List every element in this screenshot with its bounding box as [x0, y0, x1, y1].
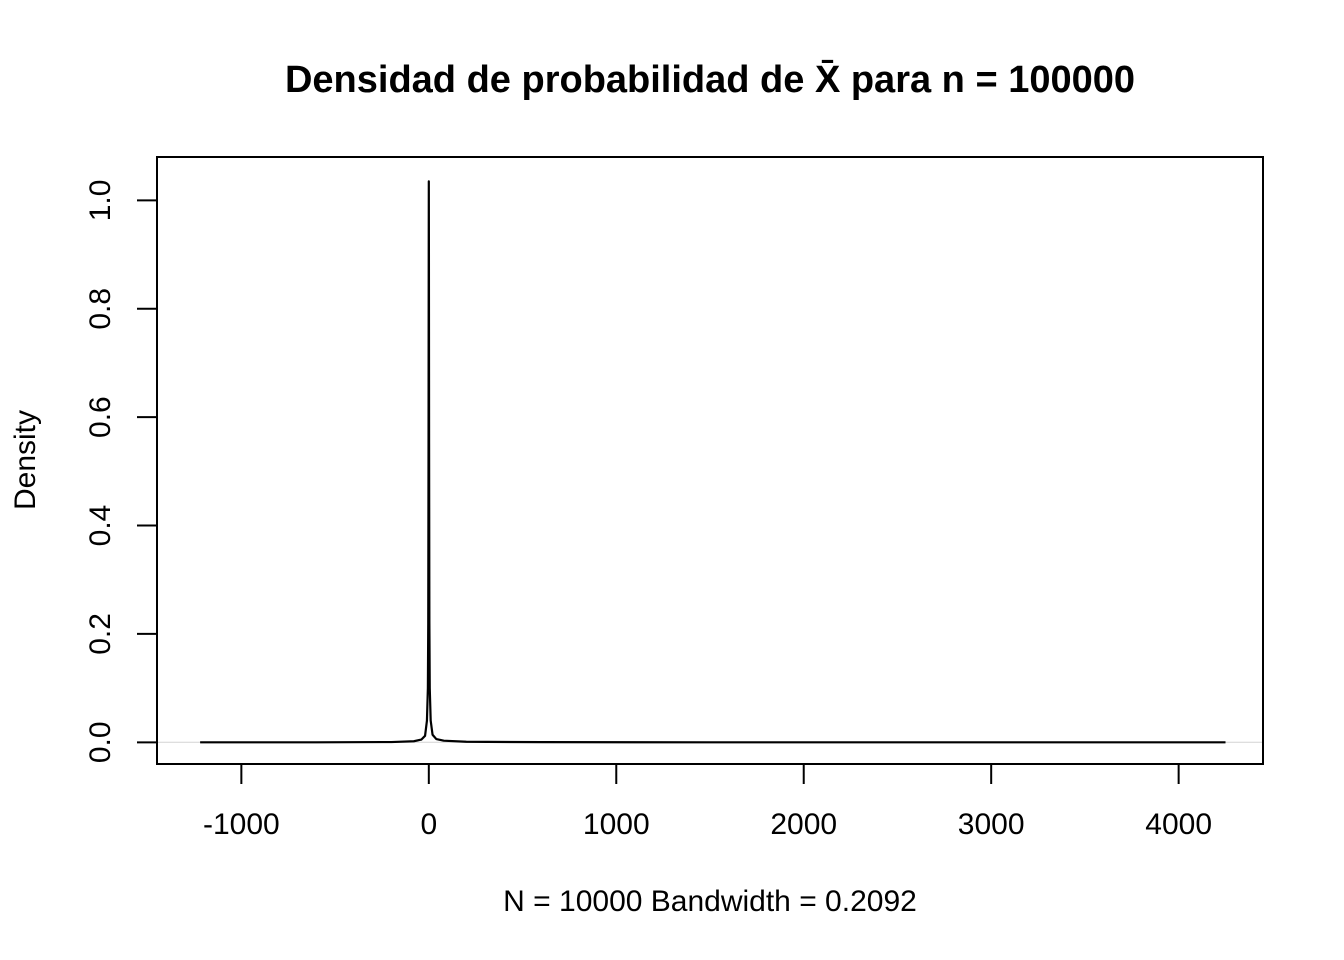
x-axis: -1000 0 1000 2000 3000 4000 — [203, 763, 1212, 841]
density-line — [200, 180, 1226, 744]
y-tick-label: 0.4 — [84, 505, 117, 547]
x-tick-label: 4000 — [1145, 808, 1212, 841]
y-tick-label: 0.0 — [84, 721, 117, 763]
y-axis-label: Density — [9, 410, 42, 510]
plot-box — [156, 156, 1264, 765]
x-tick-label: 3000 — [958, 808, 1025, 841]
x-tick-label: -1000 — [203, 808, 280, 841]
y-tick-label: 1.0 — [84, 180, 117, 222]
y-tick-label: 0.6 — [84, 396, 117, 438]
chart-title: Densidad de probabilidad de X̄ para n = … — [285, 59, 1135, 101]
y-axis: 0.0 0.2 0.4 0.6 0.8 1.0 — [84, 180, 158, 763]
x-tick-label: 1000 — [583, 808, 650, 841]
x-tick-label: 0 — [420, 808, 437, 841]
y-tick-label: 0.8 — [84, 288, 117, 330]
x-tick-label: 2000 — [770, 808, 837, 841]
x-axis-label: N = 10000 Bandwidth = 0.2092 — [503, 885, 917, 918]
y-tick-label: 0.2 — [84, 613, 117, 655]
